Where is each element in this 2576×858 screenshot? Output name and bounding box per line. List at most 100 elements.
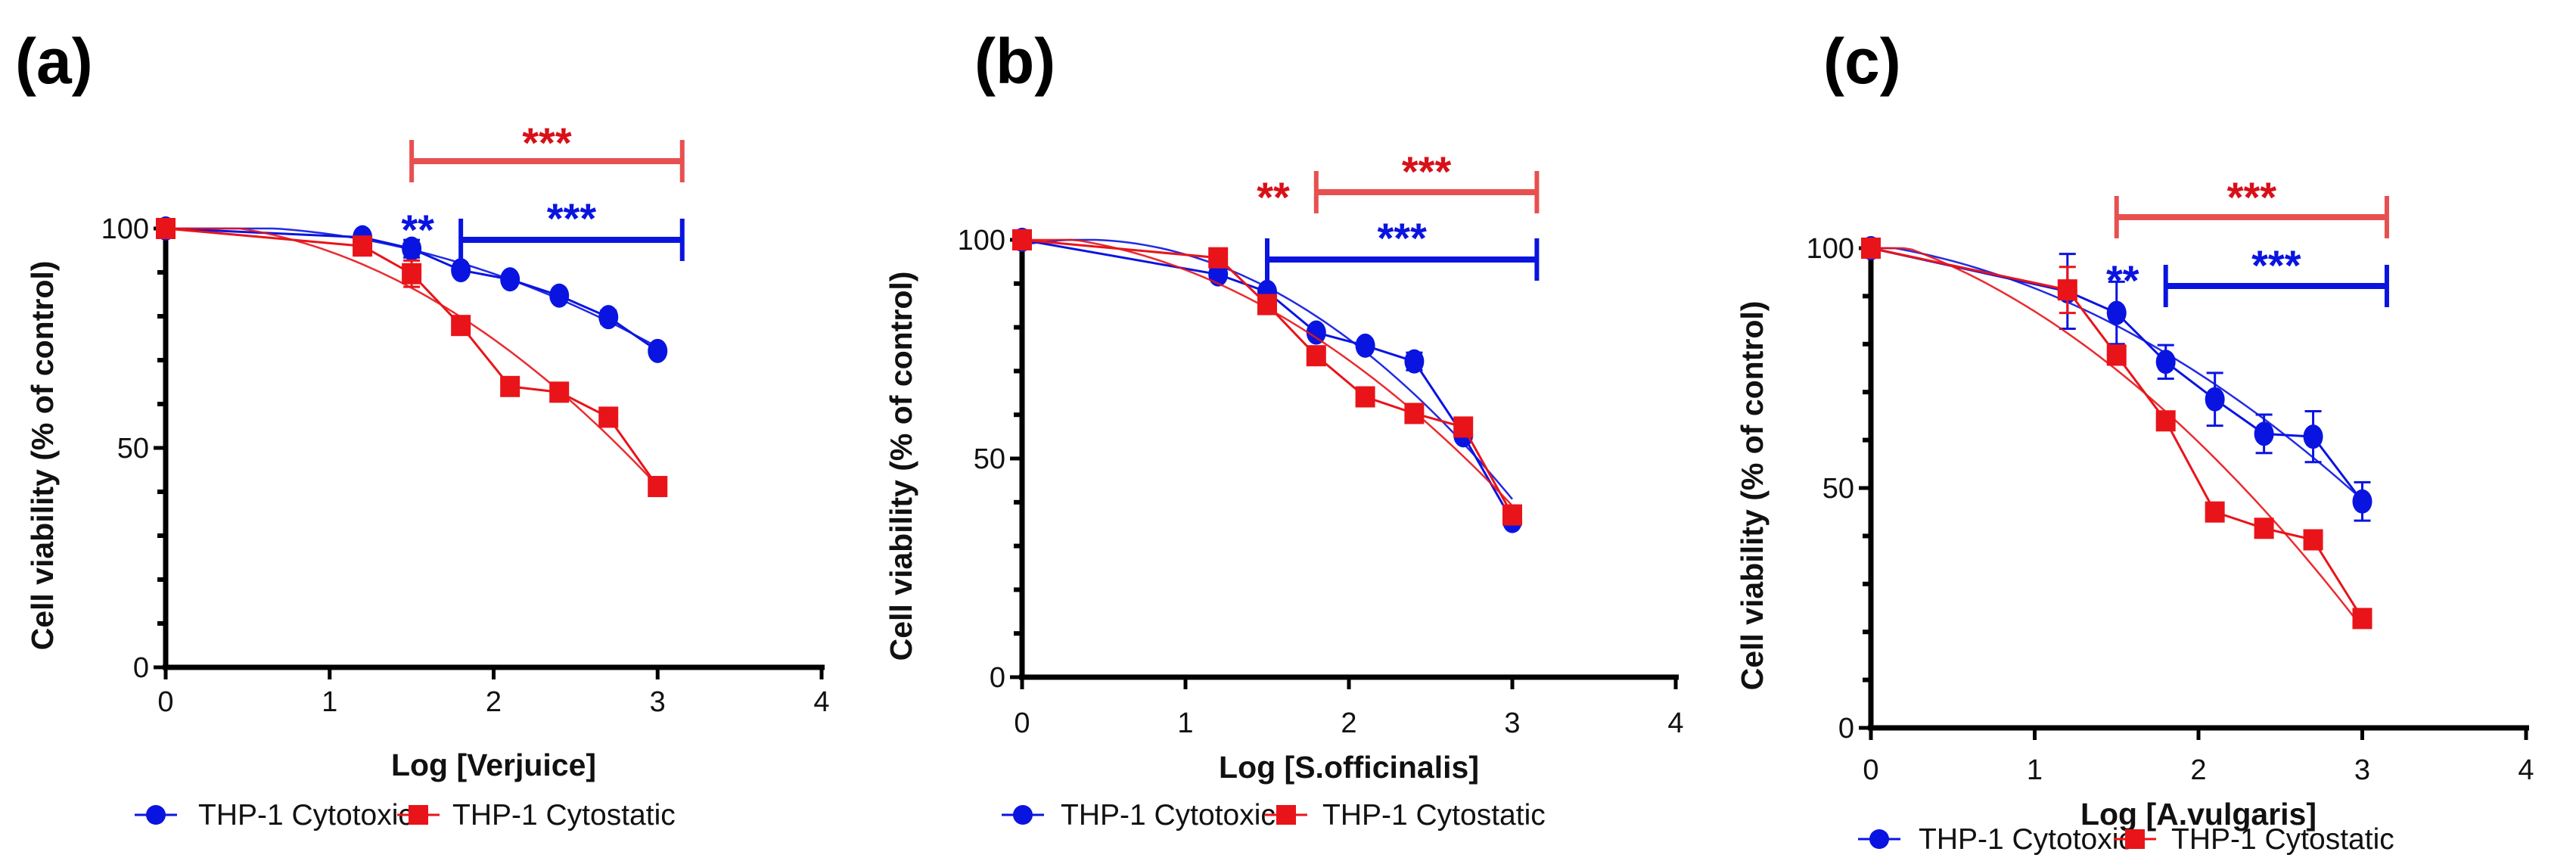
legend-label: THP-1 Cytostatic bbox=[2171, 823, 2394, 856]
data-point-square bbox=[353, 235, 373, 257]
panel-c: (c) 0 50 100 0 1 2 3 4 Log [A.vulgaris] Cell viabi… bbox=[1735, 26, 2534, 856]
y-axis-title: Cell viability (% of control) bbox=[884, 272, 918, 661]
x-tick-label: 4 bbox=[2518, 754, 2534, 786]
y-tick-label: 0 bbox=[133, 652, 149, 684]
legend: THP-1 Cytotoxic THP-1 Cytostatic bbox=[1002, 799, 1546, 832]
legend-label: THP-1 Cytostatic bbox=[1322, 799, 1546, 832]
legend-label: THP-1 Cytotoxic bbox=[198, 799, 413, 832]
y-tick-label: 50 bbox=[1822, 473, 1854, 505]
x-tick-label: 3 bbox=[1504, 707, 1520, 739]
significance-stars: *** bbox=[1402, 148, 1452, 195]
legend-square-icon bbox=[409, 805, 428, 825]
panel-label: (a) bbox=[15, 26, 93, 97]
y-axis-title: Cell viability (% of control) bbox=[1735, 301, 1770, 691]
data-point-circle bbox=[500, 267, 520, 292]
legend-label: THP-1 Cytotoxic bbox=[1919, 823, 2133, 856]
series-cytostatic bbox=[1012, 229, 1522, 526]
data-point-square bbox=[1208, 247, 1229, 269]
y-tick-label: 100 bbox=[1807, 233, 1854, 265]
x-axis-title: Log [A.vulgaris] bbox=[2080, 797, 2317, 832]
data-point-square bbox=[1306, 345, 1326, 367]
x-tick-label: 0 bbox=[1863, 754, 1878, 786]
significance-stars: ** bbox=[2106, 256, 2139, 304]
x-tick-label: 4 bbox=[813, 686, 829, 718]
data-point-circle bbox=[598, 305, 619, 330]
panel-label: (b) bbox=[974, 26, 1055, 97]
x-tick-label: 2 bbox=[1341, 707, 1356, 739]
y-tick-label: 50 bbox=[117, 433, 149, 465]
x-tick-label: 2 bbox=[2190, 754, 2206, 786]
data-point-square bbox=[549, 381, 570, 403]
data-point-square bbox=[1861, 238, 1881, 259]
data-point-circle bbox=[2106, 300, 2127, 325]
x-tick-label: 2 bbox=[486, 686, 502, 718]
x-tick-label: 3 bbox=[650, 686, 666, 718]
data-point-circle bbox=[2254, 421, 2274, 446]
legend-label: THP-1 Cytostatic bbox=[452, 799, 676, 832]
x-tick-label: 1 bbox=[322, 686, 337, 718]
data-point-square bbox=[156, 218, 176, 239]
data-point-square bbox=[2254, 518, 2274, 539]
data-point-square bbox=[1355, 386, 1375, 408]
legend-label: THP-1 Cytotoxic bbox=[1061, 799, 1276, 832]
data-point-square bbox=[598, 406, 619, 428]
data-point-circle bbox=[2205, 387, 2225, 412]
data-point-circle bbox=[1404, 349, 1425, 374]
data-point-circle bbox=[648, 338, 668, 363]
x-tick-label: 3 bbox=[2354, 754, 2370, 786]
legend-circle-icon bbox=[1869, 829, 1889, 849]
panel-label: (c) bbox=[1823, 26, 1901, 97]
data-point-square bbox=[2205, 501, 2225, 523]
x-axis-title: Log [Verjuice] bbox=[391, 748, 596, 782]
legend-circle-icon bbox=[1013, 805, 1033, 825]
data-point-square bbox=[451, 315, 471, 337]
significance-stars: *** bbox=[1378, 214, 1428, 262]
legend-square-icon bbox=[1276, 805, 1296, 825]
data-point-square bbox=[2106, 344, 2127, 366]
y-axis-title: Cell viability (% of control) bbox=[25, 261, 60, 651]
significance-stars: *** bbox=[2227, 173, 2277, 221]
y-tick-label: 0 bbox=[990, 662, 1005, 694]
data-point-circle bbox=[402, 236, 422, 261]
data-point-circle bbox=[1306, 320, 1326, 345]
significance-stars: ** bbox=[401, 206, 434, 253]
data-point-square bbox=[648, 476, 668, 498]
data-point-square bbox=[1502, 504, 1522, 526]
x-tick-label: 0 bbox=[1014, 707, 1030, 739]
data-point-square bbox=[2057, 279, 2077, 301]
y-tick-label: 100 bbox=[101, 213, 149, 245]
x-tick-label: 1 bbox=[1177, 707, 1193, 739]
data-point-square bbox=[2155, 410, 2176, 432]
series-cytostatic bbox=[1861, 238, 2372, 630]
legend: THP-1 Cytotoxic THP-1 Cytostatic bbox=[135, 799, 676, 832]
data-point-square bbox=[2303, 529, 2323, 551]
y-tick-label: 100 bbox=[958, 225, 1005, 256]
x-tick-label: 0 bbox=[157, 686, 173, 718]
data-point-circle bbox=[2303, 424, 2323, 449]
series-cytostatic bbox=[156, 218, 668, 498]
significance-stars: ** bbox=[1257, 173, 1290, 221]
legend-square-icon bbox=[2125, 829, 2145, 849]
significance-stars: *** bbox=[547, 194, 597, 242]
data-point-circle bbox=[2155, 350, 2176, 375]
significance-stars: *** bbox=[522, 119, 572, 166]
data-point-square bbox=[402, 263, 422, 284]
data-point-circle bbox=[1355, 333, 1375, 358]
x-tick-label: 4 bbox=[1667, 707, 1683, 739]
data-point-circle bbox=[451, 258, 471, 283]
data-point-square bbox=[1404, 403, 1425, 424]
legend: THP-1 Cytotoxic THP-1 Cytostatic bbox=[1858, 823, 2394, 856]
y-tick-label: 0 bbox=[1838, 713, 1854, 745]
y-tick-label: 50 bbox=[974, 443, 1005, 475]
data-point-square bbox=[1012, 229, 1032, 250]
data-point-square bbox=[500, 375, 520, 397]
data-point-circle bbox=[549, 283, 570, 308]
x-tick-label: 1 bbox=[2027, 754, 2043, 786]
data-point-square bbox=[2352, 608, 2372, 630]
significance-stars: *** bbox=[2251, 241, 2301, 289]
x-axis-title: Log [S.officinalis] bbox=[1219, 750, 1479, 785]
data-point-square bbox=[1257, 294, 1277, 316]
legend-circle-icon bbox=[146, 805, 166, 825]
panel-b: (b) 0 50 100 0 1 2 3 4 Log [S.officinalis] Cell vi… bbox=[884, 26, 1684, 832]
